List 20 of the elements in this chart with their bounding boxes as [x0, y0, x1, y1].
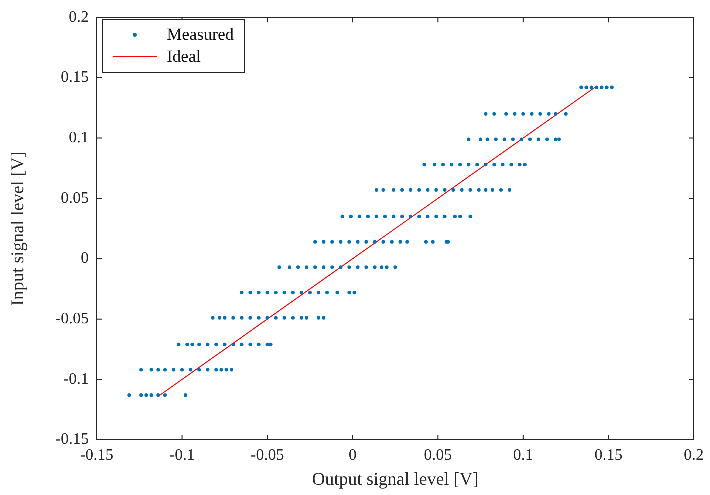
x-tick-label: 0.1 [513, 446, 534, 464]
y-tick-label: -0.05 [56, 310, 89, 328]
x-tick-label: 0.2 [684, 446, 704, 464]
x-tick-label: -0.15 [80, 446, 114, 464]
y-tick-label: 0.15 [61, 69, 89, 86]
x-tick-label: -0.1 [170, 446, 195, 464]
y-tick-label: 0.05 [61, 190, 89, 207]
x-tick-label: 0 [348, 446, 357, 464]
y-tick-label: 0 [81, 250, 89, 268]
x-tick-label: 0.05 [424, 446, 452, 464]
y-tick-label: -0.15 [56, 431, 89, 448]
y-axis-title: Input signal level [V] [8, 152, 28, 306]
y-tick-label: 0.1 [69, 129, 89, 146]
x-tick-label: -0.05 [250, 446, 284, 464]
x-tick-label: 0.15 [594, 446, 623, 464]
x-axis-title: Output signal level [V] [312, 468, 479, 489]
legend-label: Measured [167, 25, 234, 45]
legend-label: Ideal [167, 47, 201, 67]
y-tick-label: -0.1 [64, 370, 89, 388]
y-tick-label: 0.2 [69, 8, 89, 26]
